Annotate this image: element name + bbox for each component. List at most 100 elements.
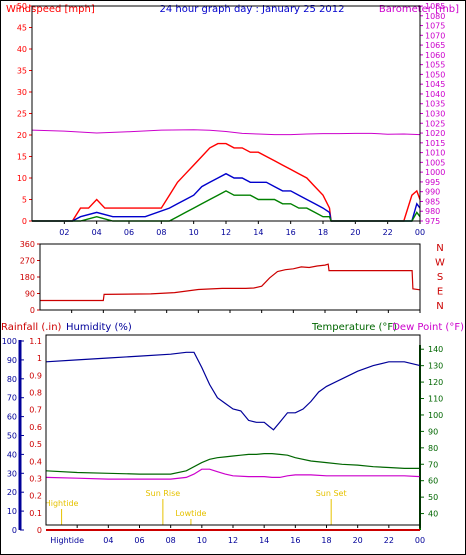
dewpoint-axis-title: Dew Point (°F) <box>392 322 464 333</box>
wind-y-tick-label: 35 <box>17 67 27 76</box>
wind-x-tick-label: 16 <box>286 228 296 237</box>
temp-x-tick-label: 20 <box>353 536 363 545</box>
humidity-y-tick-label: 60 <box>7 413 17 422</box>
barometer-y-tick-label: 1035 <box>425 100 445 109</box>
wind-gust-line <box>32 142 421 222</box>
barometer-y-tick-label: 1080 <box>425 12 445 21</box>
wind-x-tick-label: 20 <box>350 228 360 237</box>
direction-compass-letter: E <box>437 287 443 298</box>
barometer-y-tick-label: 995 <box>425 178 440 187</box>
direction-plot-frame <box>39 243 421 311</box>
temp-x-ticks: Hightide 04 06 08 10 12 14 16 18 20 22 00 <box>50 525 425 545</box>
humidity-y-tick-label: 20 <box>7 488 17 497</box>
event-label: Lowtide <box>175 509 206 518</box>
temperature-y-tick-label: 130 <box>428 362 443 371</box>
wind-series <box>31 129 421 222</box>
rain-y-tick-label: 0.3 <box>29 474 42 483</box>
direction-y-tick-label: 360 <box>20 240 35 249</box>
wind-x-tick-label: 10 <box>189 228 199 237</box>
temperature-y-tick-label: 60 <box>428 477 438 486</box>
wind-axis-title: Windspeed [mph] <box>6 4 95 15</box>
direction-y-tick-label: 180 <box>20 273 35 282</box>
barometer-y-tick-label: 1000 <box>425 168 445 177</box>
rain-y-tick-label: 0.5 <box>29 440 42 449</box>
wind-plot-frame <box>31 5 421 222</box>
barometer-y-tick-label: 1045 <box>425 80 445 89</box>
direction-series <box>40 263 421 302</box>
temperature-y-tick-label: 40 <box>428 510 438 519</box>
temp-x-tick-label: 04 <box>103 536 113 545</box>
humidity-y-tick-label: 100 <box>2 337 17 346</box>
rain-y-tick-label: 0.1 <box>29 509 42 518</box>
barometer-y-tick-label: 1040 <box>425 90 445 99</box>
humidity-y-tick-label: 40 <box>7 450 17 459</box>
rain-axis-title: Rainfall (.in) <box>1 322 62 333</box>
direction-compass-letter: W <box>435 258 445 269</box>
wind-y-tick-label: 0 <box>22 217 27 226</box>
direction-y-ticks: 0 90 180 270 360 <box>20 240 40 315</box>
event-label: Hightide <box>45 499 79 508</box>
wind-y-tick-label: 10 <box>17 174 27 183</box>
rain-y-tick-label: 0 <box>37 526 42 535</box>
event-label: Sun Rise <box>146 489 181 498</box>
temp-x-tick-label: 18 <box>321 536 331 545</box>
barometer-y-tick-label: 1025 <box>425 119 445 128</box>
barometer-y-ticks: 9759809859909951000100510101015102010251… <box>420 2 445 226</box>
direction-y-tick-label: 0 <box>30 306 35 315</box>
wind-y-tick-label: 45 <box>17 24 27 33</box>
barometer-y-tick-label: 1005 <box>425 158 445 167</box>
barometer-y-tick-label: 1085 <box>425 2 445 11</box>
temp-series <box>45 351 421 531</box>
direction-compass-letter: S <box>437 272 443 283</box>
rain-y-tick-label: 1 <box>37 354 42 363</box>
wind-x-tick-label: 02 <box>59 228 69 237</box>
temp-x-tick-label: 16 <box>290 536 300 545</box>
wind-x-tick-label: 08 <box>156 228 166 237</box>
rain-y-tick-label: 1.1 <box>29 337 42 346</box>
humidity-y-tick-label: 10 <box>7 507 17 516</box>
barometer-y-tick-label: 1075 <box>425 22 445 31</box>
wind-x-tick-label: 00 <box>415 228 425 237</box>
direction-compass-letter: N <box>436 301 443 312</box>
temperature-y-tick-label: 110 <box>428 395 443 404</box>
wind-y-ticks: 0 5 10 15 20 25 30 35 40 45 50 <box>17 2 32 226</box>
temp-x-tick-label: 12 <box>228 536 238 545</box>
direction-y-tick-label: 90 <box>25 290 35 299</box>
dewpoint-line <box>45 468 421 480</box>
direction-y-tick-label: 270 <box>20 257 35 266</box>
rain-y-tick-label: 0.4 <box>29 457 42 466</box>
temp-x-tick-label: 08 <box>166 536 176 545</box>
barometer-y-tick-label: 980 <box>425 207 440 216</box>
temperature-axis-title: Temperature (°F) <box>311 322 397 333</box>
wind-x-tick-label: 18 <box>318 228 328 237</box>
wind-x-tick-label: 14 <box>253 228 263 237</box>
temperature-line <box>45 453 420 475</box>
wind-x-ticks: 02 04 06 08 10 12 14 16 18 20 22 00 <box>59 221 425 237</box>
temperature-y-tick-label: 80 <box>428 444 438 453</box>
humidity-y-tick-label: 80 <box>7 375 17 384</box>
direction-compass-letter: N <box>436 243 443 254</box>
chart-title: 24 hour graph day : January 25 2012 <box>160 4 345 15</box>
temperature-y-tick-label: 120 <box>428 378 443 387</box>
temp-x-tick-label: Hightide <box>50 536 84 545</box>
rain-y-ticks: 0 0.1 0.2 0.3 0.4 0.5 0.6 0.7 0.8 0.9 1 1.1 <box>29 337 42 535</box>
temp-x-tick-label: 10 <box>197 536 207 545</box>
barometer-y-tick-label: 990 <box>425 188 440 197</box>
wind-x-tick-label: 06 <box>124 228 134 237</box>
temperature-y-tick-label: 140 <box>428 345 443 354</box>
rain-y-tick-label: 0.2 <box>29 492 42 501</box>
wind-barometer-panel: Windspeed [mph] 24 hour graph day : Janu… <box>6 2 459 237</box>
humidity-line <box>45 351 421 431</box>
wind-y-tick-label: 15 <box>17 153 27 162</box>
event-markers: Hightide Sun Rise Lowtide Sun Set <box>45 489 347 525</box>
humidity-y-tick-label: 50 <box>7 432 17 441</box>
barometer-y-tick-label: 985 <box>425 197 440 206</box>
temp-x-tick-label: 22 <box>384 536 394 545</box>
temp-x-tick-label: 06 <box>134 536 144 545</box>
wind-average-line <box>32 172 421 222</box>
